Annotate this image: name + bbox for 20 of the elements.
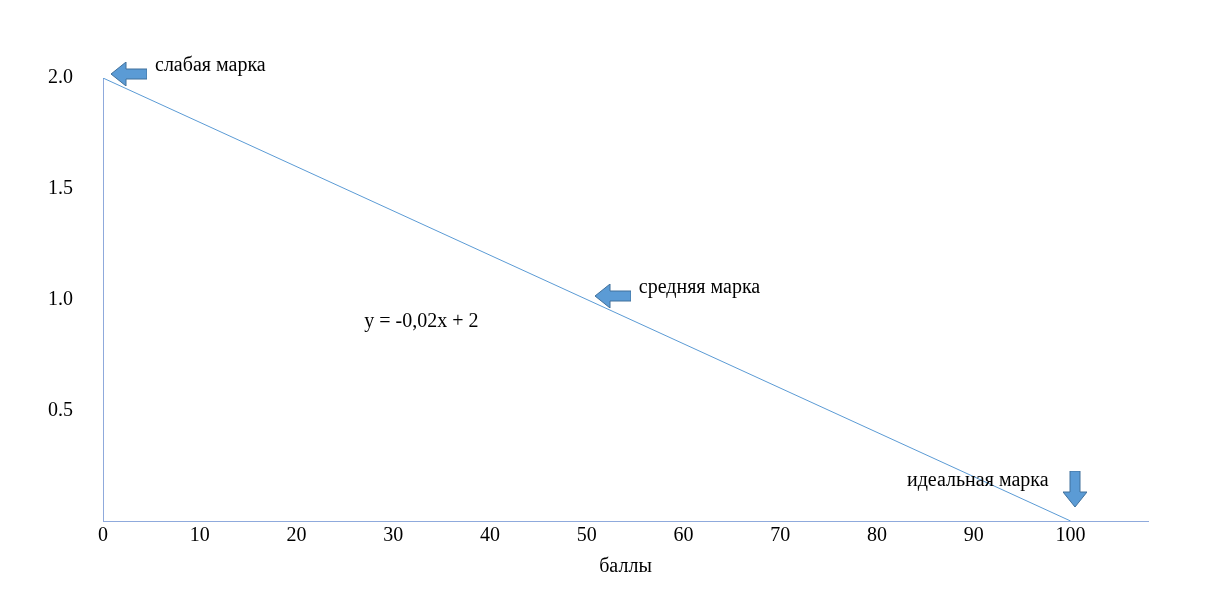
x-tick-label: 0 (98, 523, 108, 546)
x-tick-label: 60 (673, 523, 694, 546)
x-tick-label: 100 (1055, 523, 1086, 546)
x-tick-label: 70 (770, 523, 791, 546)
x-axis-title: баллы (599, 554, 652, 577)
x-tick-label: 90 (963, 523, 984, 546)
x-tick-label: 50 (576, 523, 597, 546)
annotation: слабая марка (155, 53, 266, 77)
x-tick-label: 30 (383, 523, 404, 546)
x-tick-label: 20 (286, 523, 307, 546)
y-tick-label: 2.0 (48, 65, 73, 88)
y-tick-label: 1.0 (48, 286, 73, 309)
y-tick-label: 1.5 (48, 176, 73, 198)
annotation: y = -0,02x + 2 (364, 308, 479, 332)
x-tick-label: 40 (480, 523, 501, 546)
annotation: идеальная марка (906, 468, 1049, 492)
x-tick-label: 80 (867, 523, 888, 546)
y-tick-label: 0.5 (48, 397, 73, 420)
x-tick-label: 10 (189, 523, 210, 546)
annotation: средняя марка (638, 274, 761, 298)
